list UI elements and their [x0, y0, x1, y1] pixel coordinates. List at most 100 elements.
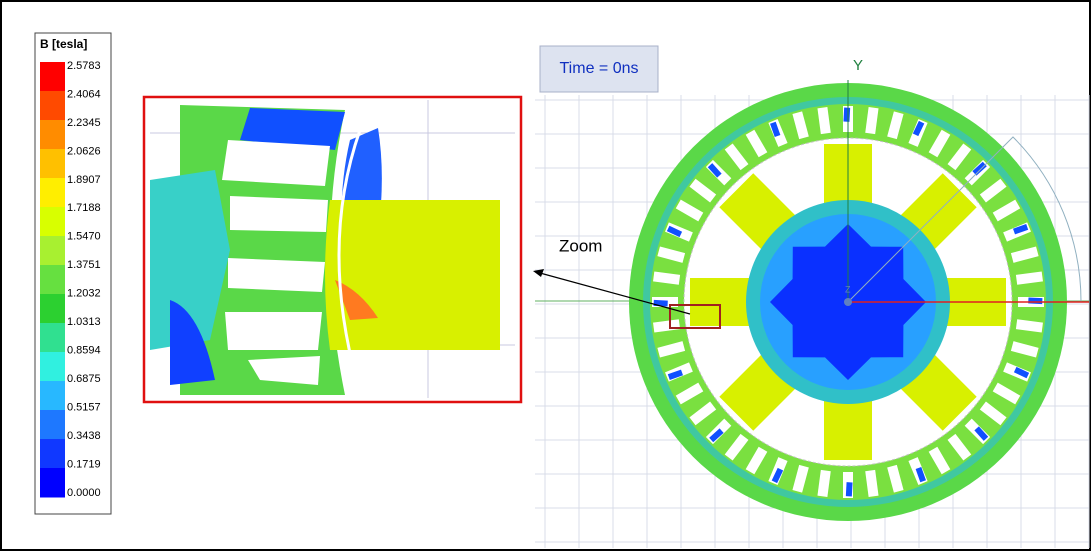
legend-swatch	[40, 265, 65, 295]
stator-slot	[689, 401, 717, 426]
stator-slot	[745, 446, 768, 475]
stator-slot	[792, 111, 809, 140]
stator-field	[771, 467, 784, 484]
stator-field	[915, 467, 926, 483]
legend-label: 1.2032	[67, 288, 101, 300]
stator-slot	[653, 319, 681, 333]
stator-field	[1028, 297, 1043, 305]
stator-field	[974, 426, 989, 441]
stator-slot	[887, 464, 904, 493]
legend-swatch	[40, 410, 65, 440]
legend-swatch	[40, 207, 65, 237]
stator-slot	[992, 199, 1021, 222]
stator-slot	[817, 107, 831, 135]
stator-field	[845, 482, 853, 497]
inset-field	[335, 280, 378, 320]
stator-slot	[1015, 319, 1043, 333]
zoom-arrowhead	[533, 269, 544, 277]
stator-field	[666, 225, 683, 238]
time-label: Time = 0ns	[560, 60, 639, 77]
time-box	[539, 45, 659, 93]
stator-slot	[724, 143, 749, 171]
inset-field	[240, 108, 345, 150]
legend-title: B [tesla]	[40, 37, 87, 51]
stator-slot	[675, 199, 704, 222]
stator-slot	[865, 469, 879, 497]
legend-label: 0.3438	[67, 430, 101, 442]
stator-slot	[653, 271, 681, 285]
stator-field	[843, 107, 851, 122]
legend-label: 1.5470	[67, 231, 101, 243]
stator-slot	[689, 178, 717, 203]
zoom-arrow	[539, 272, 691, 315]
stator-slot	[992, 382, 1021, 405]
legend-label: 1.3751	[67, 259, 101, 271]
legend-label: 0.5157	[67, 402, 101, 414]
inset-rotor-pole	[325, 200, 500, 350]
legend-swatch	[40, 352, 65, 382]
stator-field	[912, 120, 925, 137]
legend-label: 2.4064	[67, 88, 101, 100]
stator-field	[707, 163, 722, 178]
legend-label: 1.7188	[67, 202, 101, 214]
legend-label: 1.8907	[67, 174, 101, 186]
stator-slot	[865, 107, 879, 135]
inset-slots	[222, 140, 330, 385]
inset-field	[170, 300, 215, 385]
legend-label: 0.0000	[67, 487, 101, 499]
stator-field	[770, 121, 781, 137]
stator-slot	[947, 433, 972, 461]
stator-field	[1013, 224, 1029, 235]
legend-swatch	[40, 381, 65, 411]
legend-swatch	[40, 91, 65, 121]
axis-y-label: Y	[853, 57, 863, 74]
stator-slot	[657, 341, 686, 358]
stator-slot	[928, 129, 951, 158]
stator-field	[667, 369, 683, 380]
legend-swatch	[40, 294, 65, 324]
zoom-inset	[142, 95, 523, 404]
stator-field	[972, 161, 987, 176]
stator-slot	[724, 433, 749, 461]
motor	[629, 80, 1089, 521]
legend-swatch	[40, 236, 65, 266]
legend: 2.5783 2.4064 2.2345 2.0626 1.8907 1.7188 1.54…	[40, 60, 101, 499]
legend-swatch	[40, 149, 65, 179]
legend-swatch	[40, 439, 65, 469]
stator-field	[709, 428, 724, 443]
legend-label: 0.6875	[67, 373, 101, 385]
legend-label: 2.5783	[67, 60, 101, 72]
stator-slot	[792, 464, 809, 493]
stator-slot	[1015, 271, 1043, 285]
legend-swatch	[40, 120, 65, 150]
stator-slot	[745, 129, 768, 158]
stator-slot	[979, 178, 1007, 203]
zoom-frame	[142, 95, 523, 404]
zoom-label: Zoom	[559, 236, 602, 255]
stator-slot	[1010, 246, 1039, 263]
legend-label: 2.0626	[67, 145, 101, 157]
sector	[847, 136, 1082, 303]
stator-slot	[817, 469, 831, 497]
stator-slot	[928, 446, 951, 475]
stator-slot	[947, 143, 972, 171]
legend-swatch	[40, 178, 65, 208]
legend-label: 0.1719	[67, 458, 101, 470]
stator-slot	[657, 246, 686, 263]
stator-slot	[1010, 341, 1039, 358]
legend-label: 1.0313	[67, 316, 101, 328]
legend-swatch	[40, 62, 65, 92]
legend-swatch	[40, 323, 65, 353]
axis-z-label: Z	[845, 284, 851, 294]
legend-label: 0.8594	[67, 345, 101, 357]
origin	[844, 298, 852, 306]
zoom-region	[669, 304, 721, 329]
inset-airgap	[337, 129, 362, 393]
legend-label: 2.2345	[67, 117, 101, 129]
stator-slot	[887, 111, 904, 140]
stator-slot	[675, 382, 704, 405]
stator-slot	[979, 401, 1007, 426]
legend-swatch	[40, 468, 65, 498]
